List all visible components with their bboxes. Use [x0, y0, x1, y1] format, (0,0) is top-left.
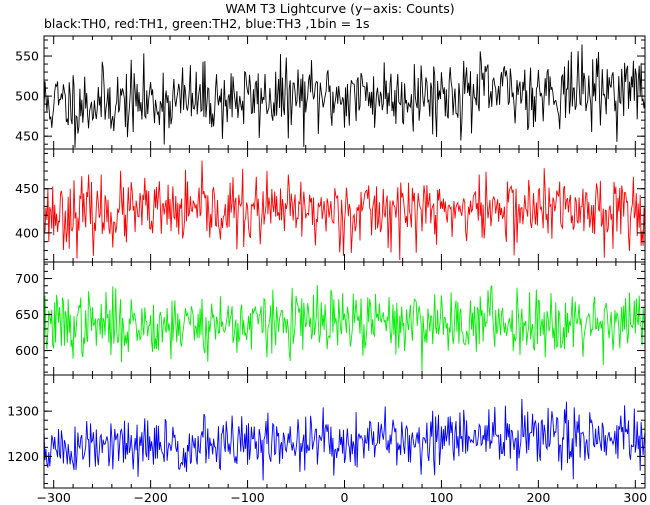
y-tick-label: 1200 [7, 449, 39, 464]
chart-subtitle: black:TH0, red:TH1, green:TH2, blue:TH3 … [44, 16, 370, 31]
x-tick-label: −200 [133, 490, 167, 505]
panel-frame [43, 148, 646, 263]
chart-title: WAM T3 Lightcurve (y−axis: Counts) [225, 1, 454, 16]
series-th2-line [44, 285, 645, 372]
panel-th3: 1200 1300 [7, 374, 646, 489]
y-tick-label: 450 [15, 129, 39, 144]
series-th1-line [44, 160, 645, 261]
y-tick-label: 400 [15, 225, 39, 240]
series-th0-line [44, 44, 645, 148]
x-tick-label: −100 [230, 490, 264, 505]
y-tick-label: 550 [15, 49, 39, 64]
panel-th1: 400 450 [15, 148, 646, 263]
y-tick-label: 500 [15, 89, 39, 104]
y-tick-label: 1300 [7, 404, 39, 419]
x-tick-label: 0 [341, 490, 349, 505]
panel-frame [43, 261, 646, 376]
y-tick-label: 600 [15, 343, 39, 358]
series-th3-line [44, 398, 645, 481]
panel-th2: 600 650 700 [15, 261, 646, 376]
y-tick-label: 450 [15, 181, 39, 196]
x-tick-label: 100 [430, 490, 454, 505]
y-tick-label: 650 [15, 307, 39, 322]
y-tick-label: 700 [15, 271, 39, 286]
x-tick-label: 300 [623, 490, 647, 505]
x-tick-label: 200 [526, 490, 550, 505]
panel-th0: 450 500 550 [15, 35, 646, 150]
x-tick-label: −300 [37, 490, 71, 505]
